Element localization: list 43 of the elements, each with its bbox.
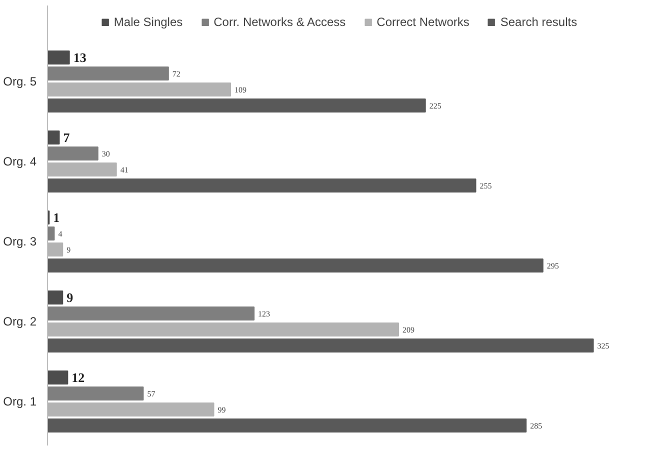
bar: [48, 226, 55, 241]
data-label: 285: [530, 422, 542, 430]
data-label: 1: [53, 210, 60, 225]
legend-label: Correct Networks: [376, 15, 470, 29]
data-label: 209: [402, 326, 414, 334]
y-tick-label: Org. 3: [3, 234, 37, 248]
y-tick-label: Org. 4: [3, 154, 37, 168]
bar: [48, 370, 68, 385]
data-label: 41: [120, 166, 128, 174]
bar: [48, 338, 594, 353]
legend-label: Male Singles: [114, 15, 183, 29]
y-tick-label: Org. 1: [3, 394, 37, 408]
data-label: 9: [66, 246, 71, 254]
bar: [48, 66, 169, 81]
legend-label: Search results: [500, 15, 578, 29]
data-label: 225: [429, 102, 442, 110]
bar: [48, 386, 144, 401]
data-label: 72: [172, 70, 180, 78]
data-label: 7: [63, 130, 70, 145]
data-label: 325: [597, 342, 610, 350]
bar: [48, 418, 527, 433]
data-label: 13: [73, 50, 87, 65]
data-label: 12: [72, 370, 85, 385]
data-label: 123: [258, 310, 270, 318]
y-tick-label: Org. 5: [3, 74, 37, 88]
data-label: 9: [66, 290, 74, 305]
data-label: 109: [234, 86, 247, 94]
data-label: 4: [58, 230, 62, 238]
data-label: 295: [546, 262, 559, 270]
bar: [48, 290, 64, 305]
data-label: 30: [102, 150, 110, 158]
bar: [48, 178, 476, 193]
bar: [48, 50, 70, 65]
bar: [48, 130, 60, 145]
bar: [48, 146, 98, 161]
bar: [48, 258, 544, 273]
bar: [48, 306, 255, 321]
legend-label: Corr. Networks & Access: [214, 15, 346, 29]
data-label: 57: [147, 390, 156, 398]
data-label: 255: [480, 182, 492, 190]
y-tick-label: Org. 2: [3, 314, 37, 328]
bar: [48, 98, 426, 113]
data-label: 99: [218, 406, 226, 414]
